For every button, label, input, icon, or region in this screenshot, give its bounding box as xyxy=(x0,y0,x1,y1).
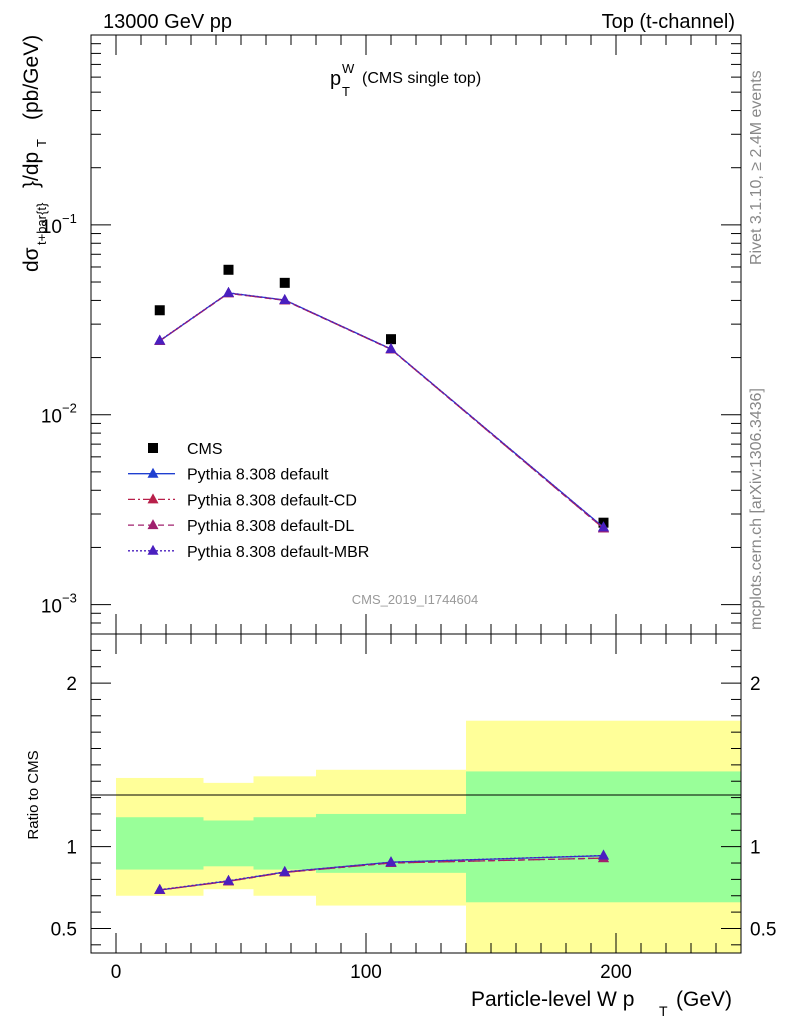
ratio-y-tick-label-right: 1 xyxy=(750,838,761,859)
ratio-y-tick-label: 2 xyxy=(66,674,77,695)
ratio-series-marker xyxy=(279,865,291,876)
ratio-series xyxy=(154,849,609,895)
series-marker xyxy=(154,334,166,345)
ylabel-sigma-sub: t+bar{t} xyxy=(34,202,49,245)
mcplots-label: mcplots.cern.ch [arXiv:1306.3436] xyxy=(748,388,765,630)
y-tick-label: 10 xyxy=(41,597,62,618)
cms-data-point xyxy=(223,264,234,275)
legend-marker xyxy=(147,467,159,478)
plot-title: p xyxy=(330,68,341,90)
ratio-ticks: 0.5 0.5 1 1 2 2 0 100 200 xyxy=(51,634,776,983)
plot-title-superscript: W xyxy=(342,61,355,76)
legend-marker xyxy=(147,544,159,555)
main-ylabel: dσ t+bar{t} }/dp T (pb/GeV) xyxy=(20,35,49,272)
ratio-y-tick-label-right: 2 xyxy=(750,674,761,695)
legend-marker xyxy=(148,443,158,453)
ratio-series-marker xyxy=(223,874,234,885)
ylabel-mid: }/dp xyxy=(20,152,43,188)
plot-title-rest: (CMS single top) xyxy=(362,70,481,87)
ratio-series-marker xyxy=(598,849,609,860)
ratio-plot-panel: 0.5 0.5 1 1 2 2 0 100 200 Ratio to CMS Particle-… xyxy=(25,633,776,1019)
uncertainty-band-green xyxy=(116,817,204,870)
ratio-series-line xyxy=(159,857,604,891)
y-tick-label: 10 xyxy=(41,217,62,238)
series-marker xyxy=(223,286,234,297)
series-marker xyxy=(598,521,609,532)
ratio-bands xyxy=(116,720,741,953)
series-marker xyxy=(385,342,397,353)
uncertainty-band-green xyxy=(253,817,316,870)
legend-label: Pythia 8.308 default-DL xyxy=(187,518,354,535)
legend-label: Pythia 8.308 default-MBR xyxy=(187,544,369,561)
xlabel-sub: T xyxy=(659,1003,668,1019)
ratio-y-tick-label: 1 xyxy=(66,838,77,859)
header-left: 13000 GeV pp xyxy=(103,11,232,33)
x-tick-label: 100 xyxy=(350,962,382,983)
y-tick-label-exponent: −1 xyxy=(62,211,77,226)
legend: CMS Pythia 8.308 default Pythia 8.308 defa… xyxy=(128,441,369,561)
cms-data-point xyxy=(386,334,396,345)
y-tick-label: 10 xyxy=(41,407,62,428)
ratio-y-tick-label: 0.5 xyxy=(51,919,77,940)
rivet-label: Rivet 3.1.10, ≥ 2.4M events xyxy=(748,70,765,265)
x-tick-label: 200 xyxy=(600,962,632,983)
y-tick-label-exponent: −2 xyxy=(62,401,77,416)
ylabel-unit: (pb/GeV) xyxy=(20,35,43,120)
ratio-series-marker xyxy=(154,883,166,894)
main-series xyxy=(154,264,609,533)
y-tick-label-exponent: −3 xyxy=(62,591,77,606)
ylabel-dsigma: dσ xyxy=(20,247,43,272)
ratio-ylabel: Ratio to CMS xyxy=(25,750,42,839)
main-plot-panel: 10−110−210−3 p W T (CMS single top) dσ t… xyxy=(20,34,742,635)
ratio-frame xyxy=(90,633,742,954)
plot-title-subscript: T xyxy=(342,84,350,99)
legend-marker xyxy=(147,519,159,530)
ylabel-pt-sub: T xyxy=(34,139,49,147)
analysis-watermark: CMS_2019_I1744604 xyxy=(352,592,479,607)
series-marker xyxy=(279,294,291,305)
ratio-series-marker xyxy=(385,856,397,867)
cms-data-point xyxy=(154,305,165,316)
ratio-y-tick-label-right: 0.5 xyxy=(750,919,776,940)
legend-label: Pythia 8.308 default-CD xyxy=(187,492,357,509)
header-right: Top (t-channel) xyxy=(602,11,735,33)
ratio-xlabel: Particle-level W p T (GeV) xyxy=(471,988,732,1019)
xlabel-main: Particle-level W p xyxy=(471,988,634,1011)
x-tick-label: 0 xyxy=(111,962,122,983)
legend-marker xyxy=(147,493,159,504)
legend-label: CMS xyxy=(187,441,223,458)
xlabel-unit: (GeV) xyxy=(676,988,732,1011)
legend-label: Pythia 8.308 default xyxy=(187,467,329,484)
cms-data-point xyxy=(279,277,290,288)
uncertainty-band-green xyxy=(466,771,741,903)
uncertainty-band-green xyxy=(203,820,254,867)
